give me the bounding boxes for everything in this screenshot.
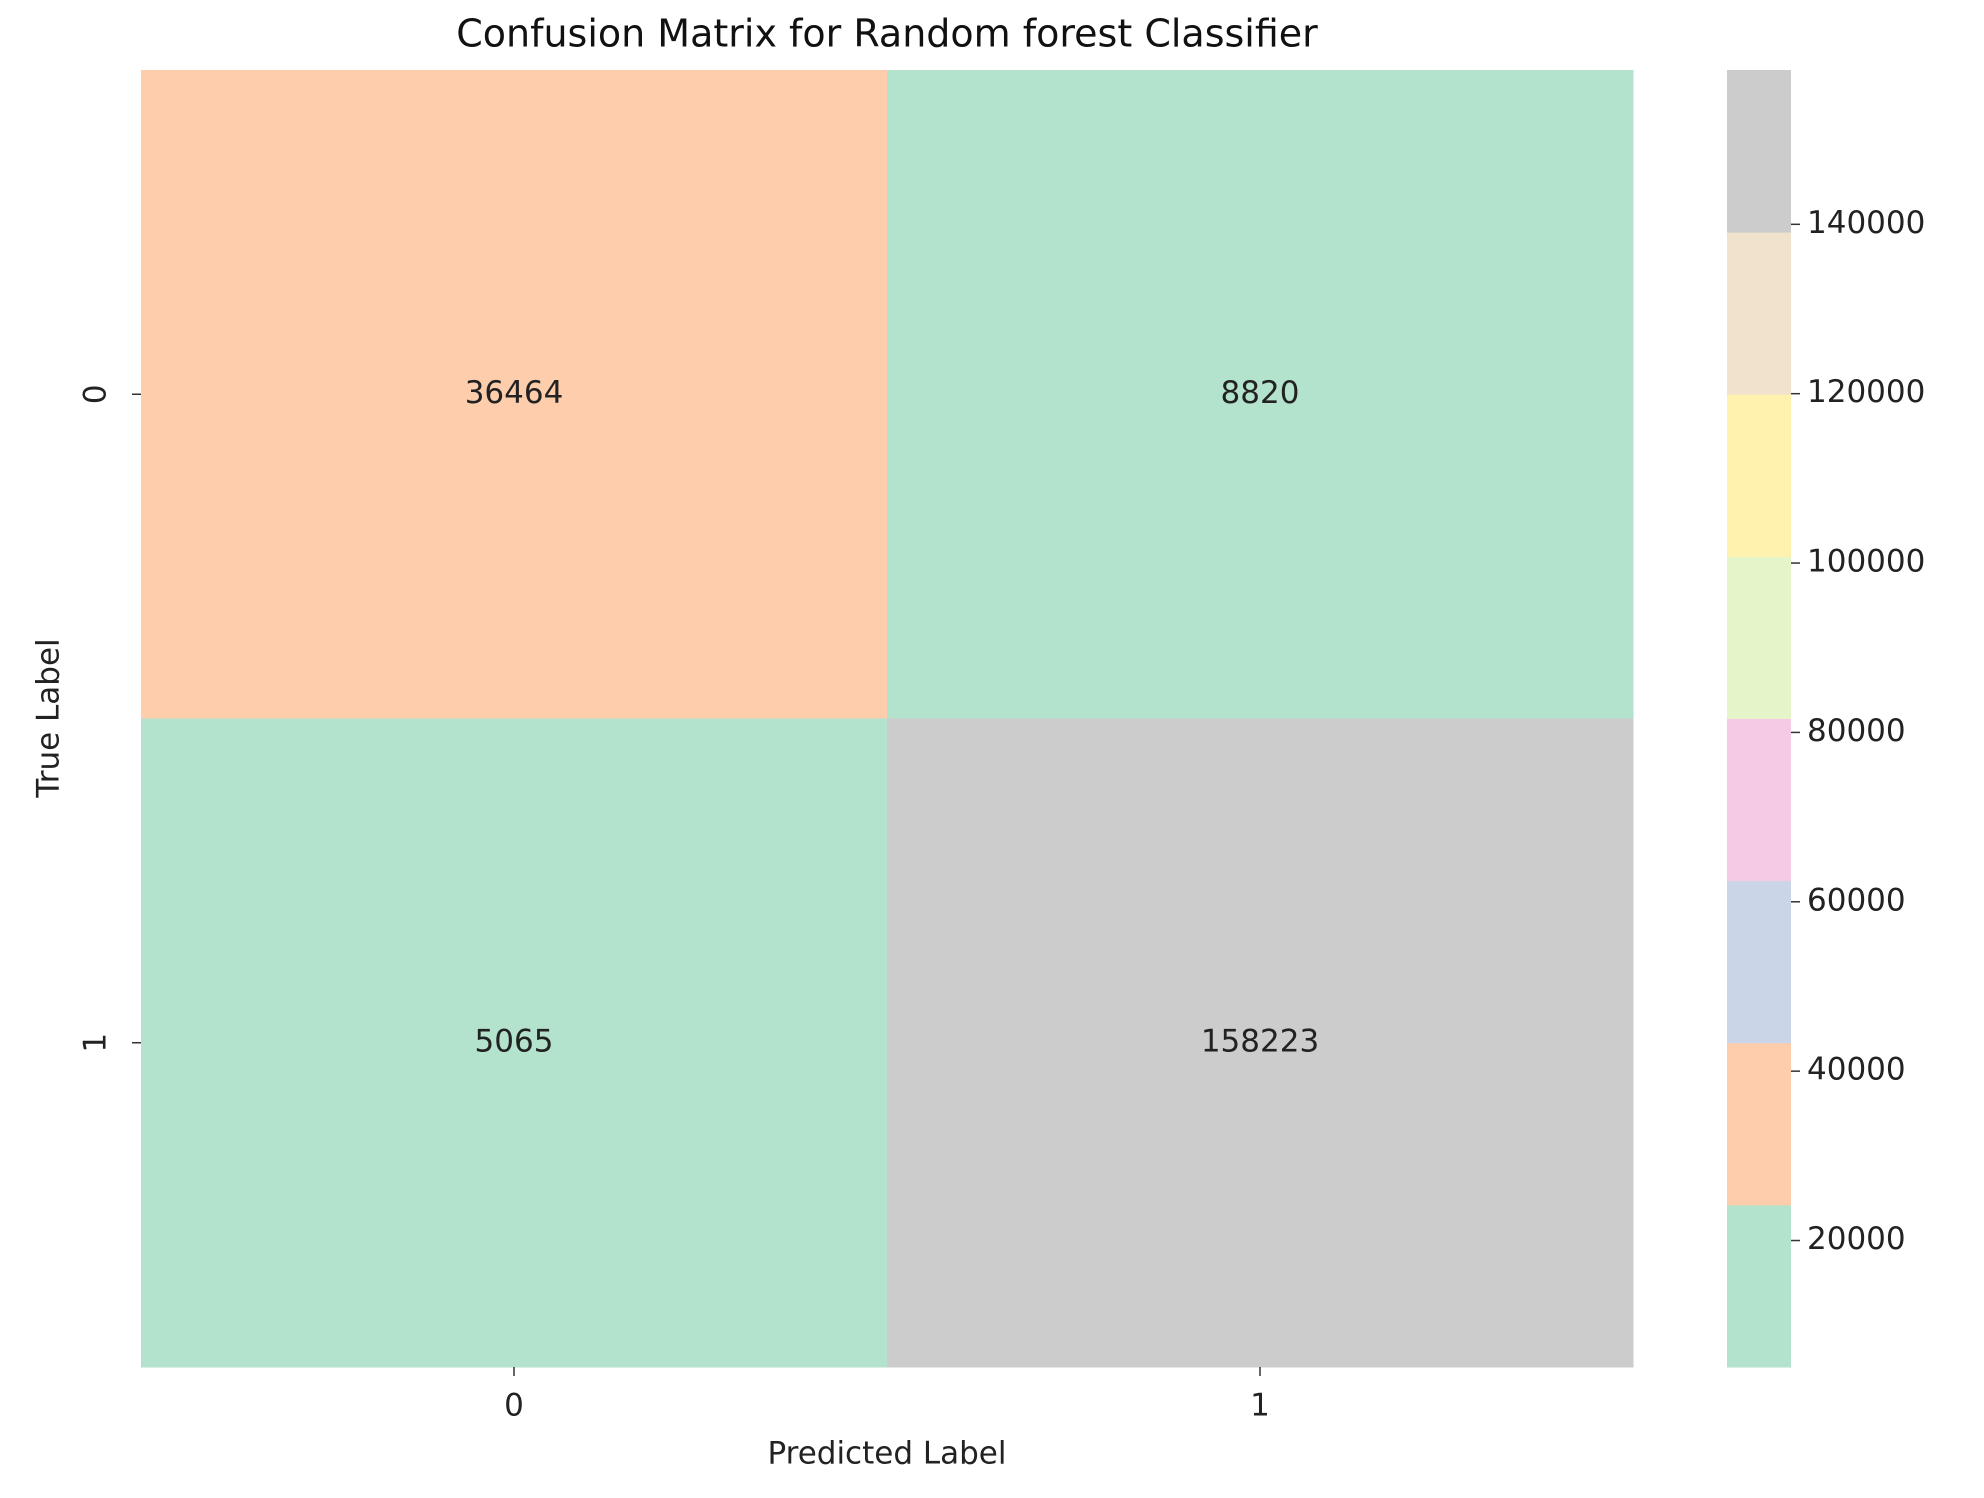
x-tick-label: 1 [1250,1388,1270,1424]
colorbar-tick-label: 60000 [1807,882,1906,918]
colorbar-segment [1727,232,1791,395]
colorbar-segment [1727,394,1791,557]
colorbar-tick-label: 80000 [1807,713,1906,749]
x-axis-label: Predicted Label [767,1436,1006,1472]
colorbar-segment [1727,556,1791,719]
heatmap-cell [141,718,888,1368]
cell-value-label: 158223 [1201,1023,1319,1059]
chart-title: Confusion Matrix for Random forest Class… [456,12,1318,56]
colorbar-tick-label: 40000 [1807,1052,1906,1088]
heatmap-cell [887,70,1634,719]
colorbar-tick-label: 140000 [1807,205,1925,241]
cell-value-label: 36464 [465,375,564,411]
colorbar-tick-label: 20000 [1807,1221,1906,1257]
x-tick-label: 0 [504,1388,524,1424]
colorbar-tick-label: 100000 [1807,544,1925,580]
colorbar-tick-label: 120000 [1807,374,1925,410]
colorbar-segment [1727,1204,1791,1368]
y-axis-label: True Label [31,638,67,798]
colorbar-segment [1727,718,1791,882]
colorbar-segment [1727,1042,1791,1206]
colorbar-segment [1727,880,1791,1044]
y-tick-label: 0 [78,384,114,404]
heatmap-cell [141,70,888,719]
heatmap-cell [887,718,1634,1368]
cell-value-label: 8820 [1221,375,1300,411]
y-tick-label: 1 [78,1033,114,1053]
cell-value-label: 5065 [475,1023,554,1059]
colorbar-segment [1727,70,1791,233]
